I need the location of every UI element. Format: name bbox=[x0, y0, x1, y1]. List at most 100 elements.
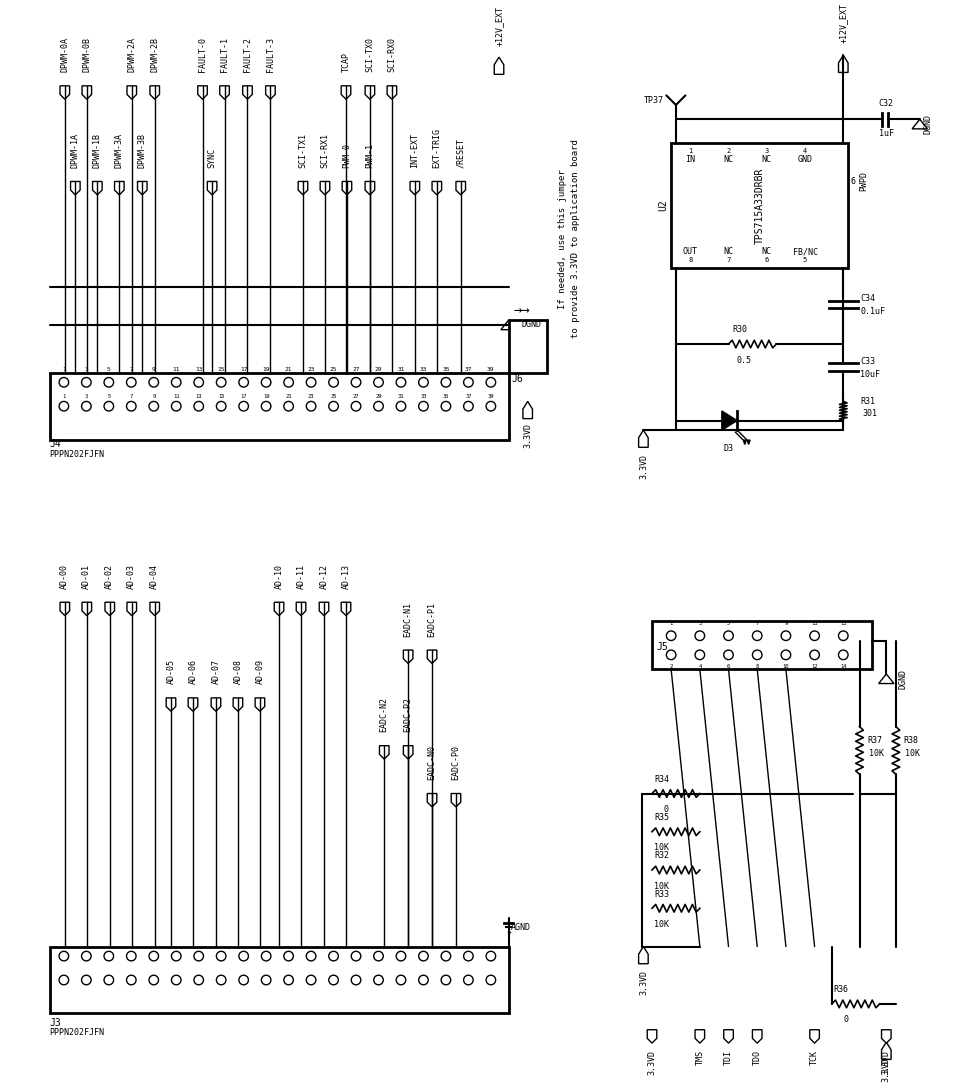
Circle shape bbox=[149, 975, 158, 984]
Text: 9: 9 bbox=[152, 394, 155, 400]
Text: 8: 8 bbox=[755, 664, 758, 669]
Polygon shape bbox=[878, 674, 893, 683]
Circle shape bbox=[172, 402, 181, 410]
Circle shape bbox=[486, 951, 496, 961]
Circle shape bbox=[440, 402, 450, 410]
Circle shape bbox=[395, 951, 405, 961]
Polygon shape bbox=[242, 86, 252, 100]
Circle shape bbox=[351, 378, 360, 387]
Text: 19: 19 bbox=[262, 367, 270, 371]
Bar bbox=[50, 947, 508, 1014]
Circle shape bbox=[238, 951, 248, 961]
Text: AD-00: AD-00 bbox=[60, 564, 70, 589]
Text: TPS715A33DRBR: TPS715A33DRBR bbox=[754, 167, 763, 244]
Polygon shape bbox=[137, 182, 147, 195]
Circle shape bbox=[193, 951, 203, 961]
Text: 3: 3 bbox=[698, 622, 700, 626]
Circle shape bbox=[695, 650, 704, 660]
Polygon shape bbox=[265, 86, 274, 100]
Circle shape bbox=[463, 378, 473, 387]
Text: 7: 7 bbox=[755, 622, 758, 626]
Bar bbox=[50, 373, 508, 440]
Text: AD-10: AD-10 bbox=[274, 564, 283, 589]
Text: 3.3VD: 3.3VD bbox=[522, 423, 532, 448]
Circle shape bbox=[193, 402, 203, 410]
Polygon shape bbox=[320, 182, 330, 195]
Text: 0: 0 bbox=[842, 1016, 848, 1025]
Circle shape bbox=[463, 402, 473, 410]
Circle shape bbox=[104, 951, 113, 961]
Circle shape bbox=[329, 975, 338, 984]
Text: AD-01: AD-01 bbox=[82, 564, 91, 589]
Text: 15: 15 bbox=[217, 367, 225, 371]
Text: AD-07: AD-07 bbox=[212, 660, 220, 684]
Polygon shape bbox=[403, 650, 413, 664]
Text: TCK: TCK bbox=[809, 1049, 819, 1065]
Text: EXT-TRIG: EXT-TRIG bbox=[432, 128, 441, 168]
Circle shape bbox=[486, 402, 496, 410]
Text: DGND: DGND bbox=[898, 669, 907, 689]
Text: TCAP: TCAP bbox=[341, 52, 350, 73]
Polygon shape bbox=[341, 602, 351, 615]
Text: R37: R37 bbox=[866, 736, 882, 745]
Circle shape bbox=[81, 951, 91, 961]
Text: AD-03: AD-03 bbox=[127, 564, 136, 589]
Text: 13: 13 bbox=[840, 622, 845, 626]
Text: DPWM-1A: DPWM-1A bbox=[71, 133, 80, 168]
Text: 23: 23 bbox=[307, 367, 314, 371]
Polygon shape bbox=[451, 794, 460, 807]
Polygon shape bbox=[752, 1030, 761, 1043]
Polygon shape bbox=[638, 947, 647, 964]
Polygon shape bbox=[638, 430, 647, 447]
Circle shape bbox=[329, 378, 338, 387]
Circle shape bbox=[418, 378, 428, 387]
Text: 301: 301 bbox=[862, 409, 877, 418]
Circle shape bbox=[665, 631, 676, 640]
Polygon shape bbox=[207, 182, 216, 195]
Text: NC: NC bbox=[722, 155, 733, 164]
Text: 31: 31 bbox=[397, 394, 404, 400]
Polygon shape bbox=[219, 86, 229, 100]
Text: 23: 23 bbox=[308, 394, 314, 400]
Circle shape bbox=[59, 402, 69, 410]
Text: 10K: 10K bbox=[654, 919, 668, 929]
Circle shape bbox=[838, 631, 847, 640]
Text: R34: R34 bbox=[654, 775, 668, 784]
Text: 15: 15 bbox=[217, 394, 224, 400]
Text: C32: C32 bbox=[878, 99, 893, 107]
Text: FAULT-3: FAULT-3 bbox=[266, 38, 274, 73]
Text: AD-08: AD-08 bbox=[233, 660, 242, 684]
Text: AD-02: AD-02 bbox=[105, 564, 114, 589]
Circle shape bbox=[418, 402, 428, 410]
Circle shape bbox=[665, 650, 676, 660]
Polygon shape bbox=[296, 602, 306, 615]
Text: 5: 5 bbox=[107, 367, 111, 371]
Circle shape bbox=[284, 378, 294, 387]
Circle shape bbox=[781, 650, 790, 660]
Text: SCI-TX0: SCI-TX0 bbox=[365, 38, 374, 73]
Circle shape bbox=[374, 402, 383, 410]
Circle shape bbox=[440, 951, 450, 961]
Text: 19: 19 bbox=[263, 394, 269, 400]
Circle shape bbox=[463, 951, 473, 961]
Text: SCI-TX1: SCI-TX1 bbox=[298, 133, 307, 168]
Text: R31: R31 bbox=[860, 397, 875, 406]
Polygon shape bbox=[71, 182, 80, 195]
Polygon shape bbox=[188, 697, 197, 712]
Text: 3.3VD: 3.3VD bbox=[647, 1049, 656, 1074]
Text: 37: 37 bbox=[464, 367, 472, 371]
Circle shape bbox=[193, 975, 203, 984]
Text: DPWM-2A: DPWM-2A bbox=[127, 38, 136, 73]
Text: 12: 12 bbox=[810, 664, 817, 669]
Circle shape bbox=[440, 378, 450, 387]
Text: 17: 17 bbox=[239, 367, 247, 371]
Polygon shape bbox=[365, 182, 375, 195]
Text: to provide 3.3VD to application board: to provide 3.3VD to application board bbox=[570, 140, 579, 338]
Text: OUT: OUT bbox=[682, 247, 697, 256]
Circle shape bbox=[374, 951, 383, 961]
Text: R30: R30 bbox=[732, 326, 747, 335]
Text: AD-09: AD-09 bbox=[255, 660, 264, 684]
Circle shape bbox=[723, 650, 733, 660]
Polygon shape bbox=[721, 410, 737, 430]
Text: 7: 7 bbox=[130, 394, 132, 400]
